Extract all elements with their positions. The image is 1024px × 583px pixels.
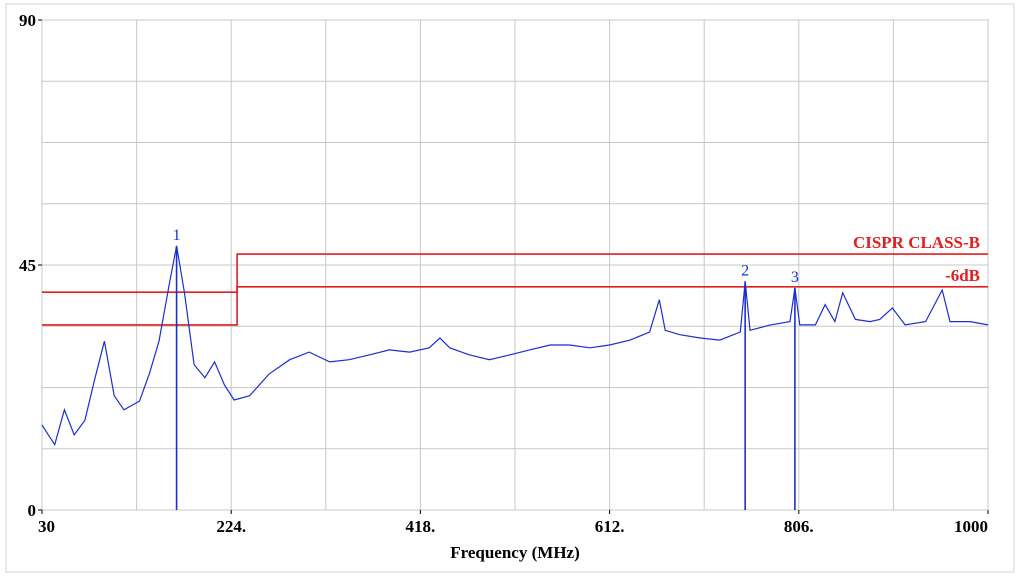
limit-label: -6dB bbox=[945, 266, 980, 285]
y-tick-label: 0 bbox=[28, 501, 37, 520]
x-tick-label: 224. bbox=[216, 517, 246, 536]
limit-line bbox=[42, 253, 988, 293]
y-tick-label: 90 bbox=[19, 11, 36, 30]
marker-label: 1 bbox=[173, 227, 181, 244]
limit-line bbox=[42, 286, 988, 326]
x-tick-label: 1000 bbox=[954, 517, 988, 536]
y-tick-label: 45 bbox=[19, 256, 36, 275]
x-axis-label: Frequency (MHz) bbox=[450, 543, 580, 562]
limit-label: CISPR CLASS-B bbox=[853, 233, 980, 252]
marker-label: 3 bbox=[791, 269, 799, 286]
trace bbox=[41, 245, 989, 447]
x-tick-label: 806. bbox=[784, 517, 814, 536]
marker-label: 2 bbox=[741, 262, 749, 279]
x-tick-label: 418. bbox=[406, 517, 436, 536]
x-tick-label: 612. bbox=[595, 517, 625, 536]
x-tick-label: 30 bbox=[38, 517, 55, 536]
